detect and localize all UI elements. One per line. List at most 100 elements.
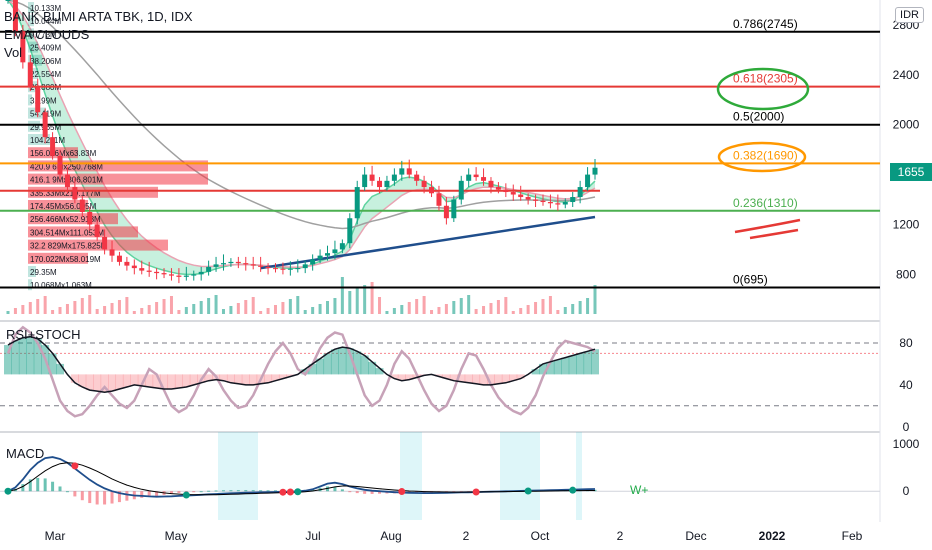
volume-bar [578, 301, 582, 314]
volume-bar [496, 300, 500, 314]
volume-bar [444, 304, 448, 314]
rsi-fill-bar [174, 374, 183, 388]
macd-histogram-bar [28, 479, 32, 492]
candle-body [547, 202, 553, 204]
rsi-fill-bar [145, 374, 154, 387]
volume-bar [355, 288, 359, 314]
time-tick-label: 2 [463, 529, 470, 543]
volume-bar [73, 301, 77, 314]
volume-bar [296, 296, 300, 314]
candle-body [399, 168, 405, 175]
macd-histogram-bar [21, 484, 25, 492]
macd-highlight-zone [500, 432, 540, 520]
volume-bar [140, 308, 144, 314]
candle-body [540, 200, 546, 203]
rsi-fill-bar [353, 351, 362, 375]
candle-body [369, 174, 375, 181]
macd-highlight-zone [218, 432, 258, 520]
candle-body [495, 187, 501, 190]
candle-body [250, 264, 256, 266]
candle-body [154, 271, 160, 274]
rsi-fill-bar [390, 374, 399, 379]
macd-histogram-bar [95, 491, 99, 505]
volume-bar [51, 310, 55, 314]
indicator-label[interactable]: EMA CLOUDS [4, 27, 90, 42]
macd-histogram-bar [125, 491, 129, 501]
volume-bar [407, 302, 411, 314]
candle-body [109, 249, 115, 256]
macd-histogram-bar [355, 491, 359, 494]
candle-body [518, 194, 524, 198]
price-tick-label: 1200 [893, 217, 920, 231]
candle-body [258, 265, 264, 267]
volume-bar [526, 305, 530, 314]
volume-profile-bar [28, 28, 34, 40]
candle-body [377, 180, 383, 188]
symbol-title[interactable]: BANK BUMI ARTA TBK, 1D, IDX [4, 9, 193, 24]
time-tick-label: May [165, 529, 188, 543]
macd-histogram-bar [378, 491, 382, 494]
volume-bar [13, 308, 17, 314]
volume-bar [103, 306, 107, 314]
rsi-fill-bar [434, 374, 443, 377]
price-tick-label: 2400 [893, 68, 920, 82]
price-axis[interactable]: 80012001600200024002800 [893, 18, 920, 281]
candle-body [102, 236, 108, 250]
macd-tick-label: 0 [903, 484, 910, 498]
currency-badge[interactable]: IDR [895, 7, 924, 23]
fib-level-label: 0.5(2000) [733, 110, 784, 124]
volume-bar [229, 306, 233, 314]
macd-cross-dot [569, 486, 577, 494]
rsi-fill-bar [160, 374, 169, 390]
volume-bar [474, 309, 478, 314]
rsi-fill-bar [442, 374, 451, 379]
volume-bar [147, 305, 151, 314]
rsi-pane-title[interactable]: RSI+STOCH [6, 327, 81, 342]
candle-body [228, 261, 234, 264]
rsi-fill-bar [531, 369, 540, 375]
rsi-fill-bar [85, 374, 94, 391]
macd-histogram-bar [80, 491, 84, 501]
macd-pane-title[interactable]: MACD [6, 446, 45, 461]
volume-bar [184, 307, 188, 314]
candle-body [384, 180, 390, 188]
volume-bar [155, 302, 159, 314]
macd-histogram-bar [155, 491, 159, 496]
volume-bar [326, 301, 330, 314]
fib-level-label: 0.236(1310) [733, 196, 798, 210]
candle-body [510, 192, 516, 195]
candle-body [414, 174, 420, 181]
candle-body [176, 275, 182, 277]
volume-profile-bar [28, 252, 88, 264]
macd-histogram-bar [36, 477, 40, 492]
candle-body [436, 193, 442, 206]
candle-body [592, 167, 598, 175]
candle-body [503, 189, 509, 193]
candle-body [555, 203, 561, 205]
time-axis[interactable]: Mar May Jul Aug 2 Oct 2 Dec 2022 Feb [45, 529, 863, 543]
fib-level-label: 0.786(2745) [733, 17, 798, 31]
rsi-fill-bar [278, 374, 287, 379]
candle-body [310, 259, 316, 265]
rsi-fill-bar [330, 349, 339, 375]
macd-histogram-bar [43, 478, 47, 492]
candle-body [533, 199, 539, 201]
volume-label[interactable]: Vol [4, 45, 23, 60]
candle-body [481, 177, 487, 181]
macd-histogram-bar [58, 486, 62, 492]
macd-histogram-bar [229, 490, 233, 492]
volume-profile-bar [28, 41, 38, 53]
volume-profile-bar [28, 279, 32, 291]
rsi-tick-label: 80 [899, 336, 913, 350]
macd-histogram-bar [147, 491, 151, 497]
macd-histogram-bar [236, 490, 240, 492]
candle-body [473, 174, 479, 178]
volume-profile-label: 22.554M [30, 70, 61, 79]
time-tick-label: 2 [617, 529, 624, 543]
volume-bar [65, 304, 69, 314]
macd-histogram-bar [88, 491, 92, 504]
volume-bar [28, 302, 32, 314]
candle-body [265, 266, 271, 269]
volume-profile-label: 20.880M [30, 83, 61, 92]
